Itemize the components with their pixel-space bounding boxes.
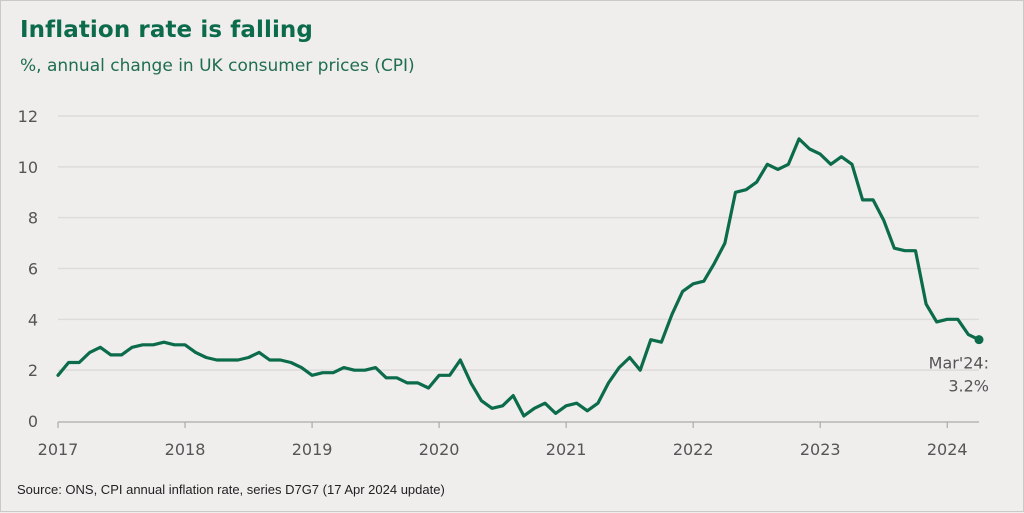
annotation-date: Mar'24:	[929, 354, 989, 373]
annotation-group: Mar'24: 3.2%	[929, 335, 989, 396]
gridlines	[58, 115, 979, 371]
x-axis-ticks: 2017 2018 2019 2020 2021 2022 2023 2024	[38, 422, 968, 459]
y-tick-label: 0	[28, 412, 38, 431]
chart-subtitle: %, annual change in UK consumer prices (…	[20, 56, 415, 76]
x-tick-label: 2021	[546, 440, 587, 459]
x-tick-label: 2024	[927, 440, 968, 459]
x-tick-label: 2019	[292, 440, 333, 459]
x-tick-label: 2023	[800, 440, 841, 459]
chart-title: Inflation rate is falling	[20, 17, 313, 43]
y-tick-label: 2	[28, 361, 38, 380]
series-group	[56, 137, 981, 418]
y-tick-label: 12	[18, 107, 38, 126]
end-point-marker	[974, 335, 984, 345]
source-note: Source: ONS, CPI annual inflation rate, …	[17, 482, 445, 497]
x-tick-label: 2020	[419, 440, 460, 459]
annotation-value: 3.2%	[948, 377, 989, 396]
y-tick-label: 8	[28, 209, 38, 228]
y-tick-label: 10	[18, 158, 38, 177]
y-tick-label: 4	[28, 310, 38, 329]
cpi-series-line	[56, 137, 981, 418]
y-axis-ticks: 0 2 4 6 8 10 12	[18, 107, 38, 431]
y-tick-label: 6	[28, 260, 38, 279]
x-tick-label: 2018	[165, 440, 206, 459]
x-tick-label: 2022	[673, 440, 714, 459]
x-tick-label: 2017	[38, 440, 79, 459]
